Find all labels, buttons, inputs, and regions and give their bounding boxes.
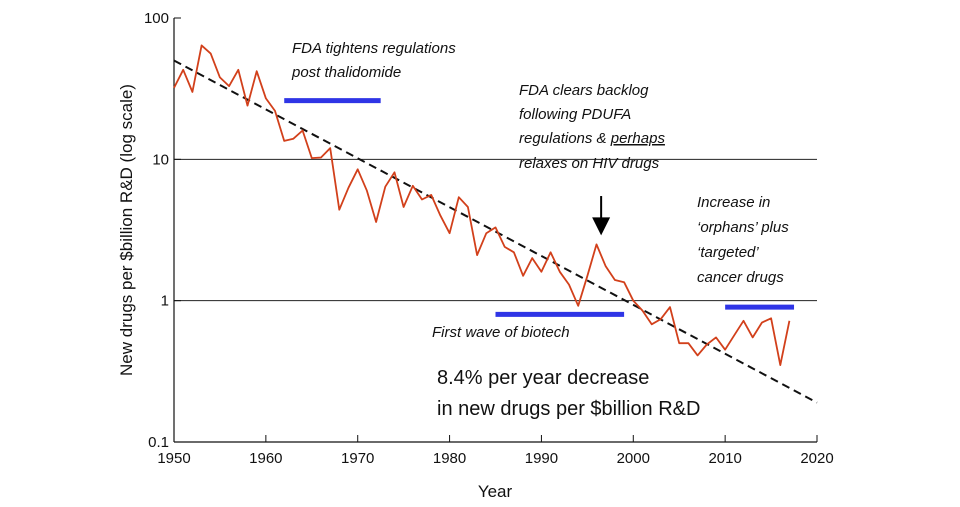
x-axis-ticks: 1950 1960 1970 1980 1990 2000 2010 2020 bbox=[157, 435, 834, 467]
annotation-decrease-line1: 8.4% per year decrease bbox=[437, 367, 649, 389]
plot-frame bbox=[173, 18, 817, 443]
annotation-pdufa-underlined: perhaps bbox=[610, 130, 666, 147]
x-tick-label: 1980 bbox=[433, 450, 466, 467]
y-axis-label: New drugs per $billion R&D (log scale) bbox=[117, 84, 136, 376]
gridlines bbox=[174, 158, 817, 302]
annotation-pdufa-line4: relaxes on HIV drugs bbox=[519, 155, 660, 172]
x-tick-label: 1950 bbox=[157, 450, 190, 467]
y-axis-ticks: 0.1 1 10 100 bbox=[144, 10, 181, 451]
y-tick-label: 10 bbox=[152, 151, 169, 168]
x-tick-label: 2020 bbox=[800, 450, 833, 467]
x-tick-label: 1960 bbox=[249, 450, 282, 467]
x-tick-label: 1990 bbox=[525, 450, 558, 467]
trend-line-dashed bbox=[173, 59, 818, 404]
annotation-pdufa-line1: FDA clears backlog bbox=[519, 82, 649, 99]
x-tick-label: 2000 bbox=[617, 450, 650, 467]
x-tick-label: 2010 bbox=[708, 450, 741, 467]
period-bars bbox=[284, 98, 795, 317]
annotation-orphans-line2: ‘orphans’ plus bbox=[697, 219, 789, 236]
y-tick-label: 1 bbox=[161, 293, 169, 310]
arrow-head bbox=[592, 217, 611, 236]
annotation-thalidomide-line2: post thalidomide bbox=[291, 64, 401, 81]
annotation-orphans-line4: cancer drugs bbox=[697, 269, 784, 286]
data-series bbox=[173, 44, 791, 367]
y-tick-label: 0.1 bbox=[148, 434, 169, 451]
y-tick-label: 100 bbox=[144, 10, 169, 27]
annotation-pdufa-line3: regulations & perhaps bbox=[519, 130, 665, 147]
annotation-thalidomide-line1: FDA tightens regulations bbox=[292, 40, 456, 57]
annotation-pdufa-line2: following PDUFA bbox=[519, 106, 631, 123]
annotation-decrease-line2: in new drugs per $billion R&D bbox=[437, 398, 700, 420]
annotation-orphans-line3: ‘targeted’ bbox=[697, 244, 759, 261]
trend-line bbox=[173, 59, 818, 404]
x-axis-label: Year bbox=[478, 482, 513, 501]
x-tick-label: 1970 bbox=[341, 450, 374, 467]
annotation-orphans-line1: Increase in bbox=[697, 194, 770, 211]
annotation-pdufa-line3-text: regulations & bbox=[519, 130, 611, 147]
arrow bbox=[592, 196, 611, 236]
series-line-new-drugs bbox=[173, 44, 791, 367]
annotation-biotech: First wave of biotech bbox=[432, 324, 570, 341]
